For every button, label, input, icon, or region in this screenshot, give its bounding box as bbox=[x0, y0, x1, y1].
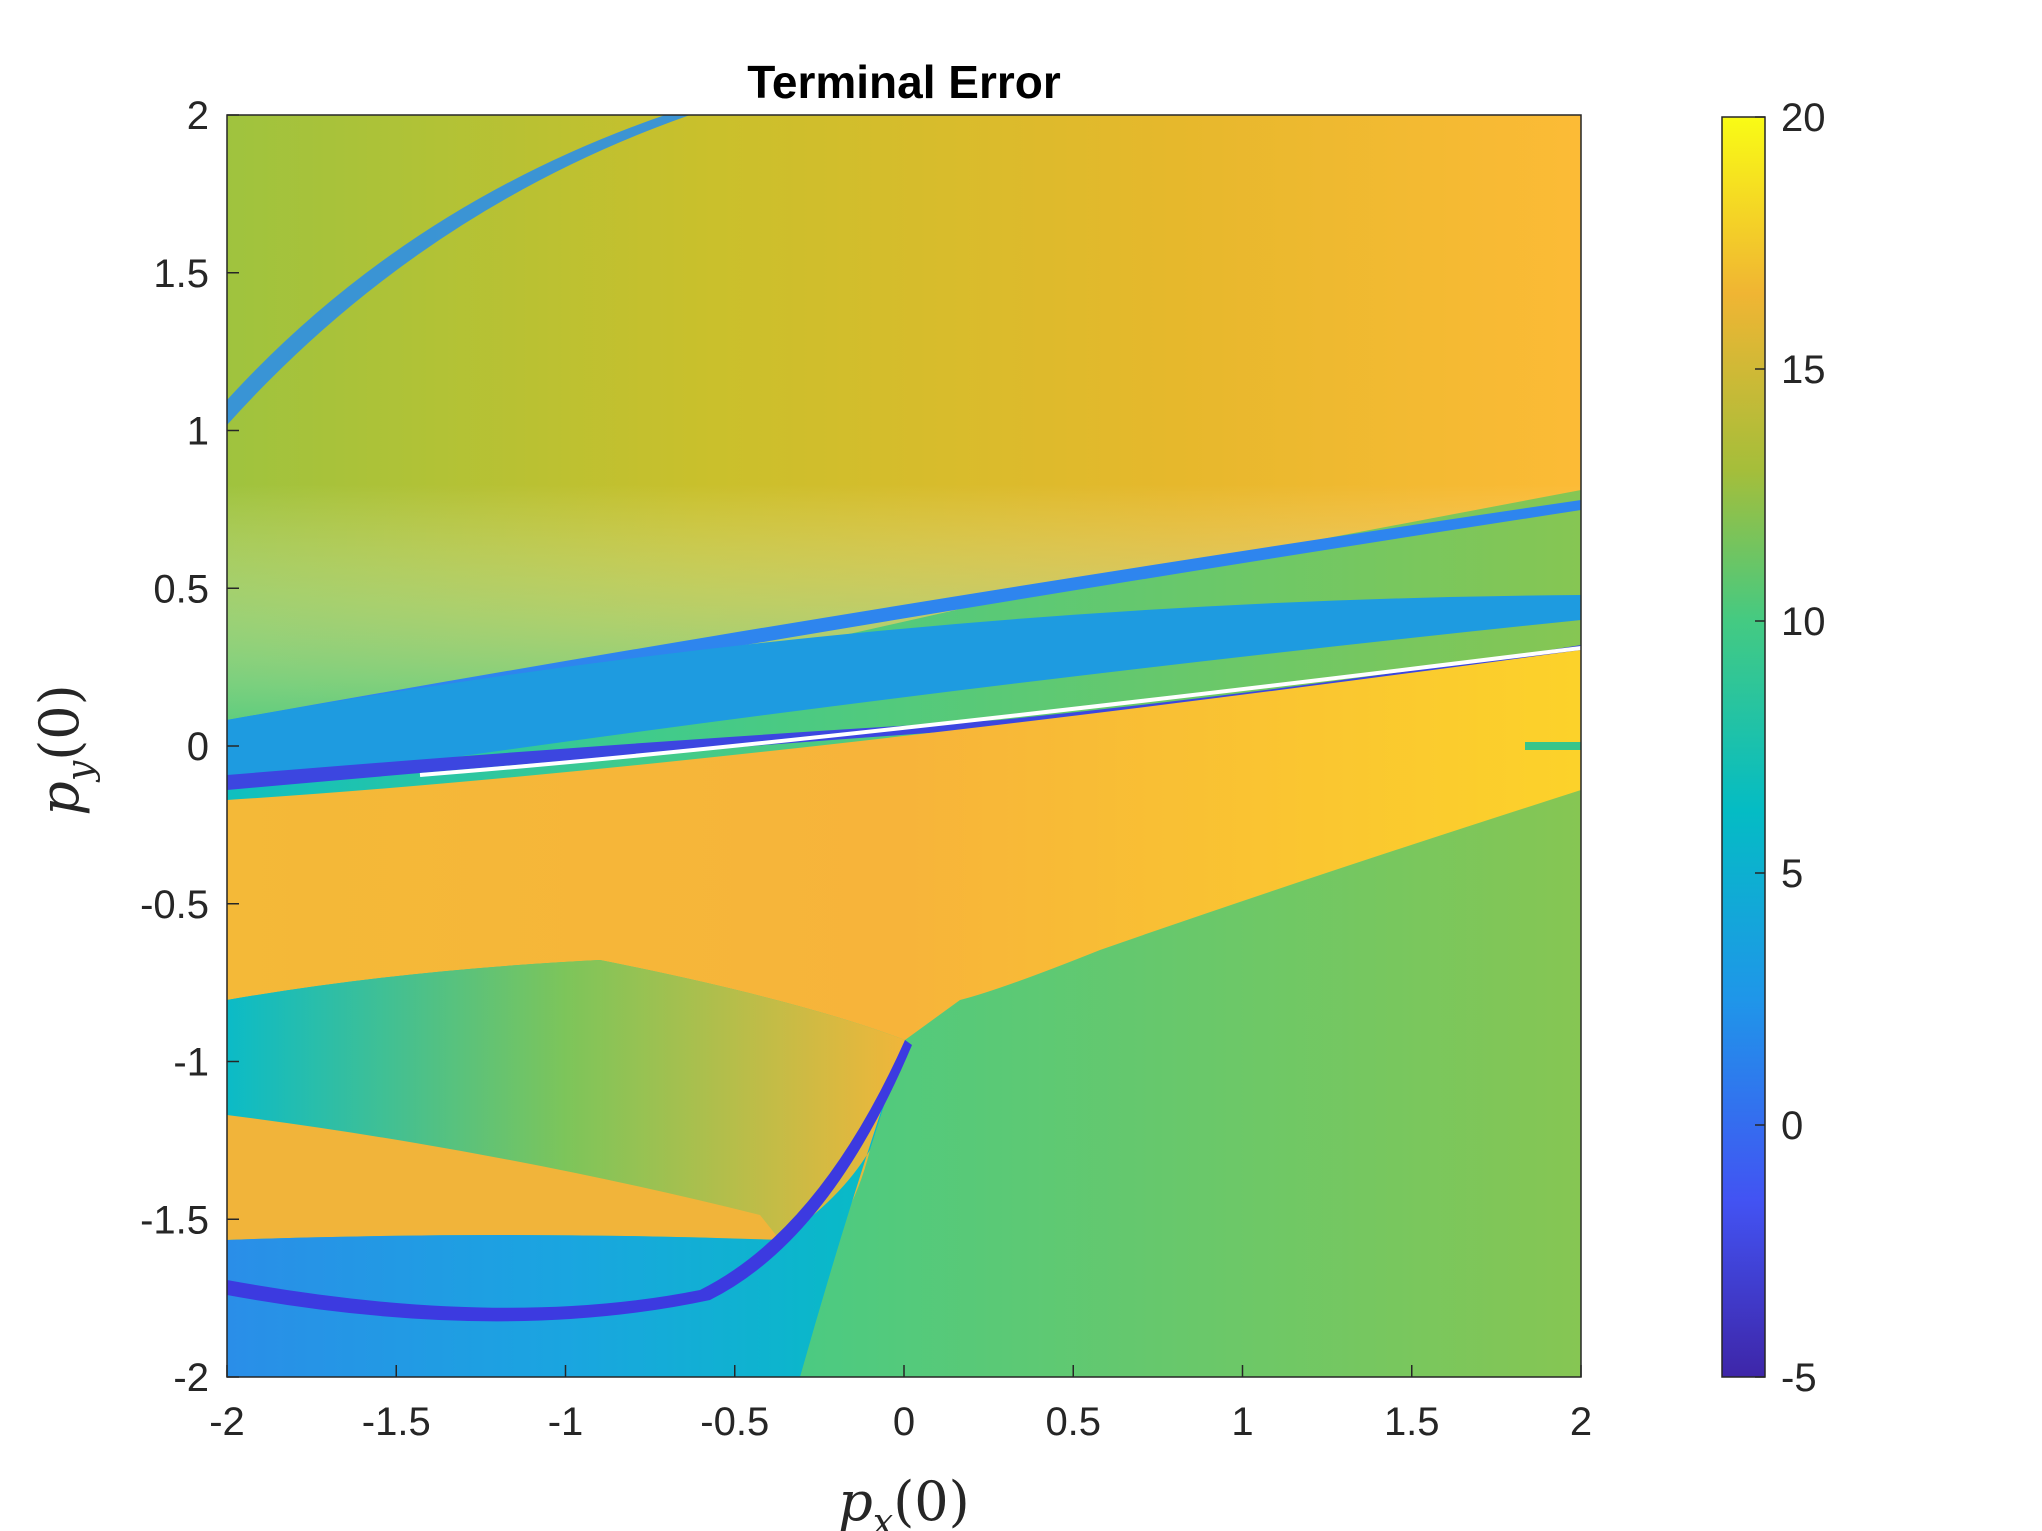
y-tick-label: 0 bbox=[187, 725, 209, 769]
colorbar-tick-label: 20 bbox=[1781, 96, 1826, 140]
dark-ridge bbox=[227, 645, 1581, 790]
discontinuity-line bbox=[419, 646, 1581, 777]
colorbar-ticks: -5 0 5 10 15 20 bbox=[1755, 96, 1826, 1400]
y-tick-label: -1.5 bbox=[140, 1198, 209, 1242]
colorbar-tick-label: 10 bbox=[1781, 600, 1826, 644]
x-tick-label: -1.5 bbox=[362, 1400, 431, 1444]
y-tick-label: 1.5 bbox=[153, 252, 209, 296]
right-sliver bbox=[1525, 742, 1581, 750]
colorbar-tick-label: 15 bbox=[1781, 348, 1826, 392]
x-tick-label: 1.5 bbox=[1384, 1400, 1440, 1444]
heatmap-surface bbox=[227, 115, 1581, 1377]
y-tick-label: -0.5 bbox=[140, 883, 209, 927]
upper-ridge bbox=[227, 500, 1581, 735]
bottom-region bbox=[227, 1040, 905, 1377]
y-axis-label: py(0) bbox=[28, 684, 101, 815]
y-tick-label: -2 bbox=[173, 1356, 209, 1400]
y-axis-ticks: -2 -1.5 -1 -0.5 0 0.5 1 1.5 2 bbox=[140, 94, 239, 1400]
y-tick-label: 0.5 bbox=[153, 567, 209, 611]
x-tick-label: -0.5 bbox=[700, 1400, 769, 1444]
y-tick-label: -1 bbox=[173, 1041, 209, 1085]
middle-plateau-region bbox=[227, 650, 1581, 1040]
x-tick-label: 1 bbox=[1231, 1400, 1253, 1444]
low-error-band bbox=[227, 595, 1581, 790]
chart-title: Terminal Error bbox=[747, 56, 1061, 108]
x-axis-ticks: -2 -1.5 -1 -0.5 0 0.5 1 1.5 2 bbox=[209, 1365, 1592, 1444]
colorbar-tick-label: 0 bbox=[1781, 1104, 1803, 1148]
x-tick-label: 0.5 bbox=[1045, 1400, 1101, 1444]
lower-left-wedge bbox=[227, 1115, 780, 1240]
bottom-curved-ridge bbox=[227, 1040, 912, 1322]
upper-plateau-fade bbox=[227, 115, 1581, 730]
x-tick-label: 2 bbox=[1570, 1400, 1592, 1444]
x-tick-label: -1 bbox=[548, 1400, 584, 1444]
colorbar-tick-label: -5 bbox=[1781, 1356, 1817, 1400]
x-axis-label: px(0) bbox=[838, 1470, 969, 1531]
x-tick-label: -2 bbox=[209, 1400, 245, 1444]
colorbar bbox=[1721, 116, 1766, 1378]
colorbar-tick-label: 5 bbox=[1781, 852, 1803, 896]
y-tick-label: 2 bbox=[187, 94, 209, 138]
lower-left-region bbox=[227, 960, 905, 1270]
y-tick-label: 1 bbox=[187, 410, 209, 454]
x-tick-label: 0 bbox=[893, 1400, 915, 1444]
